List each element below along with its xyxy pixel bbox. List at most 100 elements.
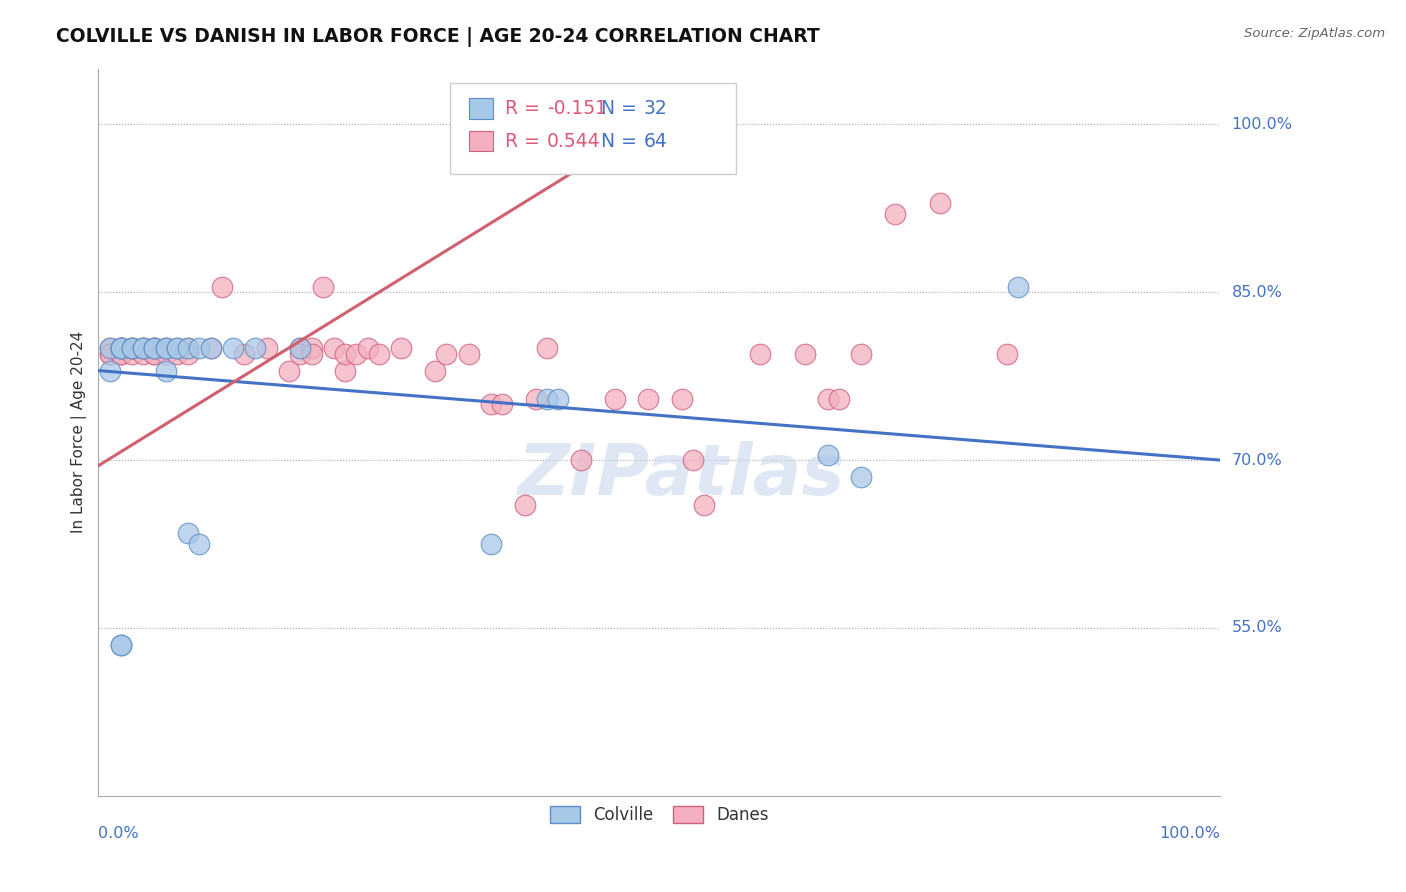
Point: [132, 341, 155, 355]
Point: [121, 341, 143, 355]
Point: [356, 341, 378, 355]
Point: [290, 347, 312, 361]
Text: R =: R =: [505, 132, 546, 151]
Point: [278, 363, 301, 377]
Point: [110, 347, 132, 361]
Point: [200, 341, 222, 355]
Point: [200, 341, 222, 355]
Point: [143, 341, 166, 355]
Point: [693, 498, 716, 512]
Point: [110, 341, 132, 355]
Point: [188, 341, 211, 355]
Point: [851, 347, 873, 361]
Point: [177, 341, 200, 355]
Point: [312, 279, 335, 293]
Text: 0.0%: 0.0%: [98, 826, 139, 841]
Point: [110, 341, 132, 355]
Point: [323, 341, 346, 355]
Point: [479, 397, 502, 411]
Point: [188, 537, 211, 551]
FancyBboxPatch shape: [450, 83, 735, 174]
Point: [98, 363, 121, 377]
Point: [290, 341, 312, 355]
Point: [143, 341, 166, 355]
Point: [346, 347, 368, 361]
Text: N =: N =: [600, 132, 643, 151]
Point: [110, 638, 132, 652]
Text: 100.0%: 100.0%: [1232, 117, 1292, 132]
Text: COLVILLE VS DANISH IN LABOR FORCE | AGE 20-24 CORRELATION CHART: COLVILLE VS DANISH IN LABOR FORCE | AGE …: [56, 27, 820, 46]
Point: [457, 347, 479, 361]
Point: [233, 347, 256, 361]
Point: [121, 341, 143, 355]
Point: [155, 341, 177, 355]
Text: 85.0%: 85.0%: [1232, 285, 1282, 300]
Point: [434, 347, 457, 361]
Point: [166, 347, 188, 361]
Point: [132, 341, 155, 355]
Point: [222, 341, 245, 355]
Point: [367, 347, 389, 361]
Point: [817, 448, 839, 462]
FancyBboxPatch shape: [468, 131, 494, 152]
Text: R =: R =: [505, 99, 546, 118]
FancyBboxPatch shape: [468, 98, 494, 119]
Point: [98, 341, 121, 355]
Text: 64: 64: [644, 132, 668, 151]
Point: [98, 347, 121, 361]
Point: [749, 347, 772, 361]
Point: [132, 347, 155, 361]
Point: [245, 341, 267, 355]
Point: [98, 341, 121, 355]
Point: [143, 341, 166, 355]
Point: [794, 347, 817, 361]
Point: [211, 279, 233, 293]
Point: [177, 525, 200, 540]
Point: [929, 195, 952, 210]
Point: [155, 341, 177, 355]
Point: [389, 341, 412, 355]
Point: [166, 341, 188, 355]
Point: [256, 341, 278, 355]
Point: [682, 453, 704, 467]
Point: [177, 347, 200, 361]
Y-axis label: In Labor Force | Age 20-24: In Labor Force | Age 20-24: [72, 331, 87, 533]
Point: [547, 392, 569, 406]
Point: [177, 341, 200, 355]
Text: 70.0%: 70.0%: [1232, 452, 1282, 467]
Point: [143, 347, 166, 361]
Point: [143, 341, 166, 355]
Point: [121, 341, 143, 355]
Point: [132, 341, 155, 355]
Point: [155, 341, 177, 355]
Point: [335, 347, 357, 361]
Text: Source: ZipAtlas.com: Source: ZipAtlas.com: [1244, 27, 1385, 40]
Point: [491, 397, 513, 411]
Point: [995, 347, 1018, 361]
Point: [110, 638, 132, 652]
Point: [301, 347, 323, 361]
Point: [817, 392, 839, 406]
Point: [671, 392, 693, 406]
Point: [479, 537, 502, 551]
Point: [110, 347, 132, 361]
Point: [828, 392, 851, 406]
Point: [121, 347, 143, 361]
Text: 100.0%: 100.0%: [1160, 826, 1220, 841]
Point: [155, 347, 177, 361]
Point: [121, 341, 143, 355]
Text: 0.544: 0.544: [547, 132, 600, 151]
Point: [155, 363, 177, 377]
Point: [851, 470, 873, 484]
Text: 55.0%: 55.0%: [1232, 621, 1282, 635]
Text: -0.151: -0.151: [547, 99, 607, 118]
Point: [536, 392, 558, 406]
Point: [335, 363, 357, 377]
Point: [524, 392, 547, 406]
Point: [110, 341, 132, 355]
Point: [143, 347, 166, 361]
Point: [290, 341, 312, 355]
Point: [132, 341, 155, 355]
Point: [603, 392, 626, 406]
Point: [423, 363, 446, 377]
